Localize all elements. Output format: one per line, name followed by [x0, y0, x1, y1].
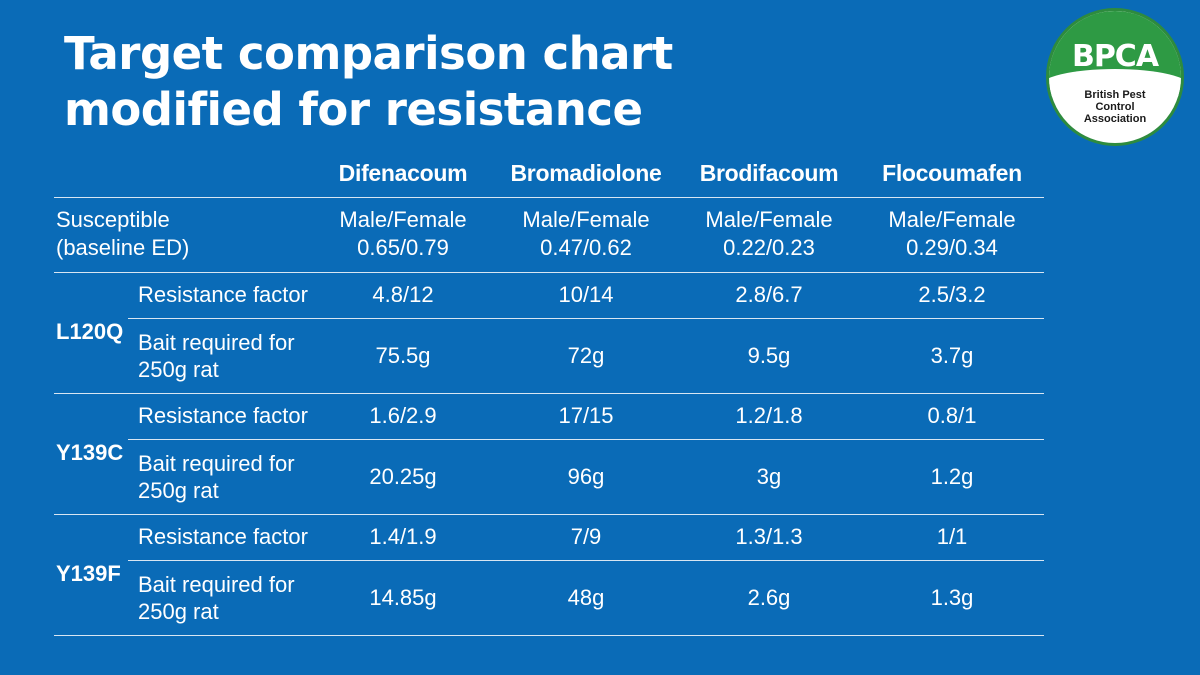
- group-0-row-1-value-1: 72g: [567, 342, 605, 368]
- susceptible-prefix-1: Male/Female: [522, 207, 650, 232]
- susceptible-label-line-1: Susceptible: [56, 207, 170, 232]
- susceptible-value-3: 0.29/0.34: [906, 235, 998, 260]
- title-line-1: Target comparison chart: [64, 27, 673, 80]
- logo-subtitle: British Pest Control Association: [1049, 89, 1181, 125]
- susceptible-label-line-2: (baseline ED): [56, 235, 190, 260]
- group-0-inner-divider: [128, 318, 1044, 319]
- group-0-divider: [54, 393, 1044, 394]
- column-header-brodifacoum: Brodifacoum: [699, 160, 839, 186]
- bpca-logo: BPCA British Pest Control Association: [1046, 8, 1184, 146]
- group-0-row-1-value-0: 75.5g: [375, 342, 431, 368]
- group-2-inner-divider: [128, 560, 1044, 561]
- group-2-row-1-value-3: 1.3g: [930, 584, 974, 610]
- logo-subtitle-line-2: Control: [1095, 101, 1135, 113]
- group-0-row-1-value-3: 3.7g: [930, 342, 974, 368]
- group-2-divider: [54, 635, 1044, 636]
- group-1-row-1-value-1: 96g: [567, 463, 605, 489]
- group-1-row-0-label: Resistance factor: [138, 403, 308, 428]
- group-1-row-0-value-2: 1.2/1.8: [735, 403, 803, 428]
- group-2-row-0-label: Resistance factor: [138, 524, 308, 549]
- susceptible-divider: [54, 272, 1044, 273]
- susceptible-value-2: 0.22/0.23: [723, 235, 815, 260]
- title-line-2: modified for resistance: [64, 83, 643, 136]
- group-1-row-1-value-0: 20.25g: [369, 463, 437, 489]
- group-label-y139c: Y139C: [56, 439, 124, 465]
- logo-subtitle-line-1: British Pest: [1084, 89, 1146, 101]
- logo-green-band: [1049, 11, 1181, 105]
- susceptible-prefix-3: Male/Female: [888, 207, 1016, 232]
- group-1-row-1-value-3: 1.2g: [930, 463, 974, 489]
- group-2-row-1-label-line-2: 250g rat: [138, 598, 219, 624]
- group-0-row-0-value-2: 2.8/6.7: [735, 282, 803, 307]
- group-1-row-0-value-3: 0.8/1: [927, 403, 977, 428]
- group-1-divider: [54, 514, 1044, 515]
- group-1-row-0-value-0: 1.6/2.9: [369, 403, 437, 428]
- group-0-row-0-value-3: 2.5/3.2: [918, 282, 986, 307]
- group-label-y139f: Y139F: [56, 560, 121, 586]
- group-2-row-0-value-1: 7/9: [570, 524, 602, 549]
- group-2-row-0-value-0: 1.4/1.9: [369, 524, 437, 549]
- logo-wordmark: BPCA: [1071, 39, 1159, 74]
- group-2-row-1-value-1: 48g: [567, 584, 605, 610]
- group-0-row-0-value-1: 10/14: [558, 282, 614, 307]
- group-2-row-0-value-2: 1.3/1.3: [735, 524, 803, 549]
- group-0-row-0-label: Resistance factor: [138, 282, 308, 307]
- group-2-row-0-value-3: 1/1: [936, 524, 968, 549]
- group-1-row-0-value-1: 17/15: [558, 403, 614, 428]
- susceptible-prefix-2: Male/Female: [705, 207, 833, 232]
- susceptible-value-1: 0.47/0.62: [540, 235, 632, 260]
- group-2-row-1-label-line-1: Bait required for: [138, 571, 295, 597]
- group-0-row-1-label-line-1: Bait required for: [138, 329, 295, 355]
- column-header-difenacoum: Difenacoum: [338, 160, 468, 186]
- group-1-row-1-value-2: 3g: [756, 463, 782, 489]
- susceptible-prefix-0: Male/Female: [339, 207, 467, 232]
- column-header-flocoumafen: Flocoumafen: [882, 160, 1022, 186]
- group-2-row-1-value-2: 2.6g: [747, 584, 791, 610]
- group-0-row-1-label-line-2: 250g rat: [138, 356, 219, 382]
- group-0-row-1-value-2: 9.5g: [747, 342, 791, 368]
- logo-subtitle-line-3: Association: [1083, 113, 1147, 125]
- group-0-row-0-value-0: 4.8/12: [372, 282, 434, 307]
- susceptible-value-0: 0.65/0.79: [357, 235, 449, 260]
- group-1-inner-divider: [128, 439, 1044, 440]
- header-divider: [54, 197, 1044, 198]
- chart-title: Target comparison chart modified for res…: [64, 26, 964, 138]
- group-1-row-1-label-line-2: 250g rat: [138, 477, 219, 503]
- group-1-row-1-label-line-1: Bait required for: [138, 450, 295, 476]
- group-2-row-1-value-0: 14.85g: [369, 584, 437, 610]
- group-label-l120q: L120Q: [56, 318, 124, 344]
- column-header-bromadiolone: Bromadiolone: [510, 160, 662, 186]
